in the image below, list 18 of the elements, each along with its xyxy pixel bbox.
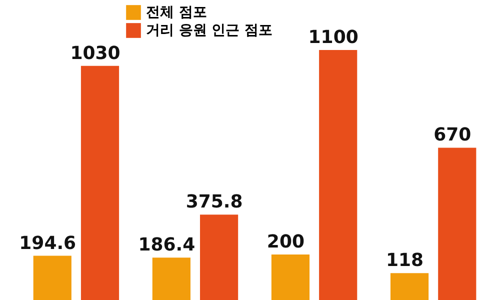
data-label: 1100 [308, 27, 358, 48]
data-label: 194.6 [19, 232, 76, 254]
bar [271, 254, 310, 300]
data-label: 1030 [70, 42, 120, 64]
bar [152, 258, 190, 300]
bar [390, 273, 429, 300]
bar [80, 66, 120, 300]
bar [200, 214, 238, 300]
bar [319, 50, 358, 300]
data-label: 670 [434, 124, 472, 146]
data-label: 186.4 [138, 234, 196, 256]
data-label: 118 [386, 250, 424, 272]
data-label: 200 [266, 232, 305, 253]
data-label: 375.8 [186, 192, 243, 213]
legend-label: 전체 점포 [146, 4, 207, 20]
bar [33, 256, 72, 300]
legend-label: 거리 응원 인근 점포 [146, 22, 273, 38]
bar [438, 148, 476, 300]
